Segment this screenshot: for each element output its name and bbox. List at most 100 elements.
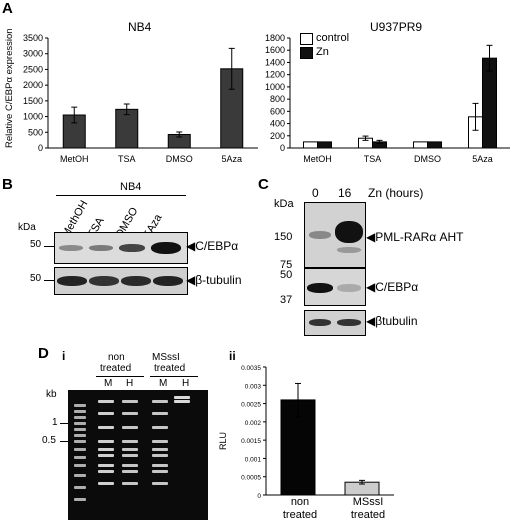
blot-band [89, 245, 113, 251]
nb4-chart: 0 500 1000 1500 2000 2500 3000 3500 MetOH TSA DMSO… [23, 33, 258, 164]
panel-c-marker-50: 50 [280, 269, 293, 281]
panel-c-cebpa-text: C/EBPα [375, 280, 419, 294]
panel-c-tubulin-label: ◀βtubulin [366, 314, 418, 328]
rlu-ylabel: RLU [218, 431, 228, 450]
panel-d-letter: D [38, 345, 49, 362]
x-tick-label: TSA [118, 154, 136, 164]
blot-band [57, 276, 87, 286]
panel-b-kda: kDa [18, 222, 36, 233]
y-tick-label: 2000 [23, 80, 43, 90]
panel-b-cebpa-label: ◀C/EBPα [186, 239, 239, 253]
gel-lane-3: M [159, 378, 168, 389]
panel-d-sub-i: i [62, 349, 66, 363]
gel-band [122, 482, 138, 485]
gel-band [122, 426, 138, 429]
x-tick-label: MetOH [60, 154, 89, 164]
panel-b-marker-tick [44, 246, 54, 247]
legend-control-swatch [300, 33, 313, 45]
gel-kb-05: 0.5 [42, 435, 56, 446]
gel-band [74, 486, 86, 489]
gel-band [122, 400, 138, 403]
y-tick-label: 1500 [23, 96, 43, 106]
panel-b-cebpa-text: C/EBPα [195, 239, 239, 253]
legend-control-label: control [316, 32, 350, 44]
gel-kb-tick [60, 441, 68, 442]
gel-lane-1: M [104, 378, 113, 389]
panel-b-letter: B [2, 176, 13, 193]
group-1-line [96, 376, 144, 377]
rlu-cat-2-line1: MSssI [352, 496, 384, 508]
x-tick-label: DMSO [414, 154, 441, 164]
y-tick-label: 1600 [265, 45, 285, 55]
gel-band [152, 400, 168, 403]
gel-band [152, 426, 168, 429]
blot-band [153, 276, 183, 286]
y-tick-label: 500 [28, 127, 43, 137]
x-tick-label: 5Aza [221, 154, 242, 164]
blot-band [151, 242, 181, 254]
rlu-cat-2-line2: treated [350, 509, 386, 521]
legend-zn-swatch [300, 47, 313, 59]
panel-c-lane-2: 16 [338, 186, 352, 200]
gel-band [152, 482, 168, 485]
dna-gel [68, 390, 208, 520]
panel-b-tubulin-text: β-tubulin [195, 273, 242, 287]
legend-zn-label: Zn [316, 46, 329, 58]
gel-band [98, 440, 114, 443]
blot-band [121, 276, 151, 286]
x-tick-label: MetOH [303, 154, 332, 164]
panel-b-cell-line: NB4 [120, 181, 142, 193]
gel-band [98, 426, 114, 429]
cebpa-blot-c [304, 268, 366, 306]
panel-b-marker-2: 50 [30, 273, 42, 284]
cebpa-blot [54, 232, 188, 264]
blot-band [337, 319, 361, 326]
gel-band [74, 464, 86, 467]
gel-band [74, 448, 86, 451]
gel-band [152, 464, 168, 467]
blot-band [335, 221, 363, 243]
gel-band [122, 448, 138, 451]
gel-band [74, 474, 86, 477]
y-tick-label: 1000 [23, 112, 43, 122]
gel-band [98, 470, 114, 473]
panel-b-marker-1: 50 [30, 239, 42, 250]
gel-band [74, 498, 86, 501]
blot-band [89, 276, 119, 286]
y-tick-label: 3500 [23, 33, 43, 43]
gel-band [152, 412, 168, 415]
y-tick-label: 3000 [23, 49, 43, 59]
blot-band [119, 244, 145, 252]
blot-band [337, 284, 361, 292]
gel-band [98, 454, 114, 457]
panel-c-marker-37: 37 [280, 294, 293, 306]
y-tick-label: 1200 [265, 70, 285, 80]
gel-band [122, 412, 138, 415]
bar [303, 141, 318, 149]
panel-d-chart: 0 0.0005 0.001 0.0015 0.002 0.0025 0.003 0.0035 [241, 365, 394, 500]
gel-band [74, 404, 86, 407]
pml-blot [304, 202, 366, 268]
y-tick-label: 0 [38, 143, 43, 153]
tubulin-blot-c [304, 310, 366, 336]
bar [317, 141, 332, 149]
panel-a-charts: 0 500 1000 1500 2000 2500 3000 3500 MetOH TSA DMSO… [23, 33, 510, 164]
gel-band [174, 396, 190, 399]
gel-band [74, 440, 86, 443]
y-tick-label: 2500 [23, 64, 43, 74]
gel-band [74, 456, 86, 459]
panel-d-sub-ii: ii [229, 349, 236, 363]
x-tick-label: TSA [364, 154, 382, 164]
gel-kb-label: kb [46, 389, 57, 400]
u937-title: U937PR9 [370, 20, 423, 34]
panel-b-tubulin-label: ◀β-tubulin [186, 273, 242, 287]
panel-c-time-label: Zn (hours) [368, 186, 424, 200]
panel-b-marker-tick [44, 280, 54, 281]
gel-band [174, 400, 190, 403]
y-tick-label: 200 [270, 131, 285, 141]
y-tick-label: 0 [257, 493, 261, 500]
panel-c-marker-150: 150 [274, 231, 293, 243]
bar [427, 141, 442, 149]
gel-band [122, 464, 138, 467]
panel-c-letter: C [258, 176, 269, 193]
